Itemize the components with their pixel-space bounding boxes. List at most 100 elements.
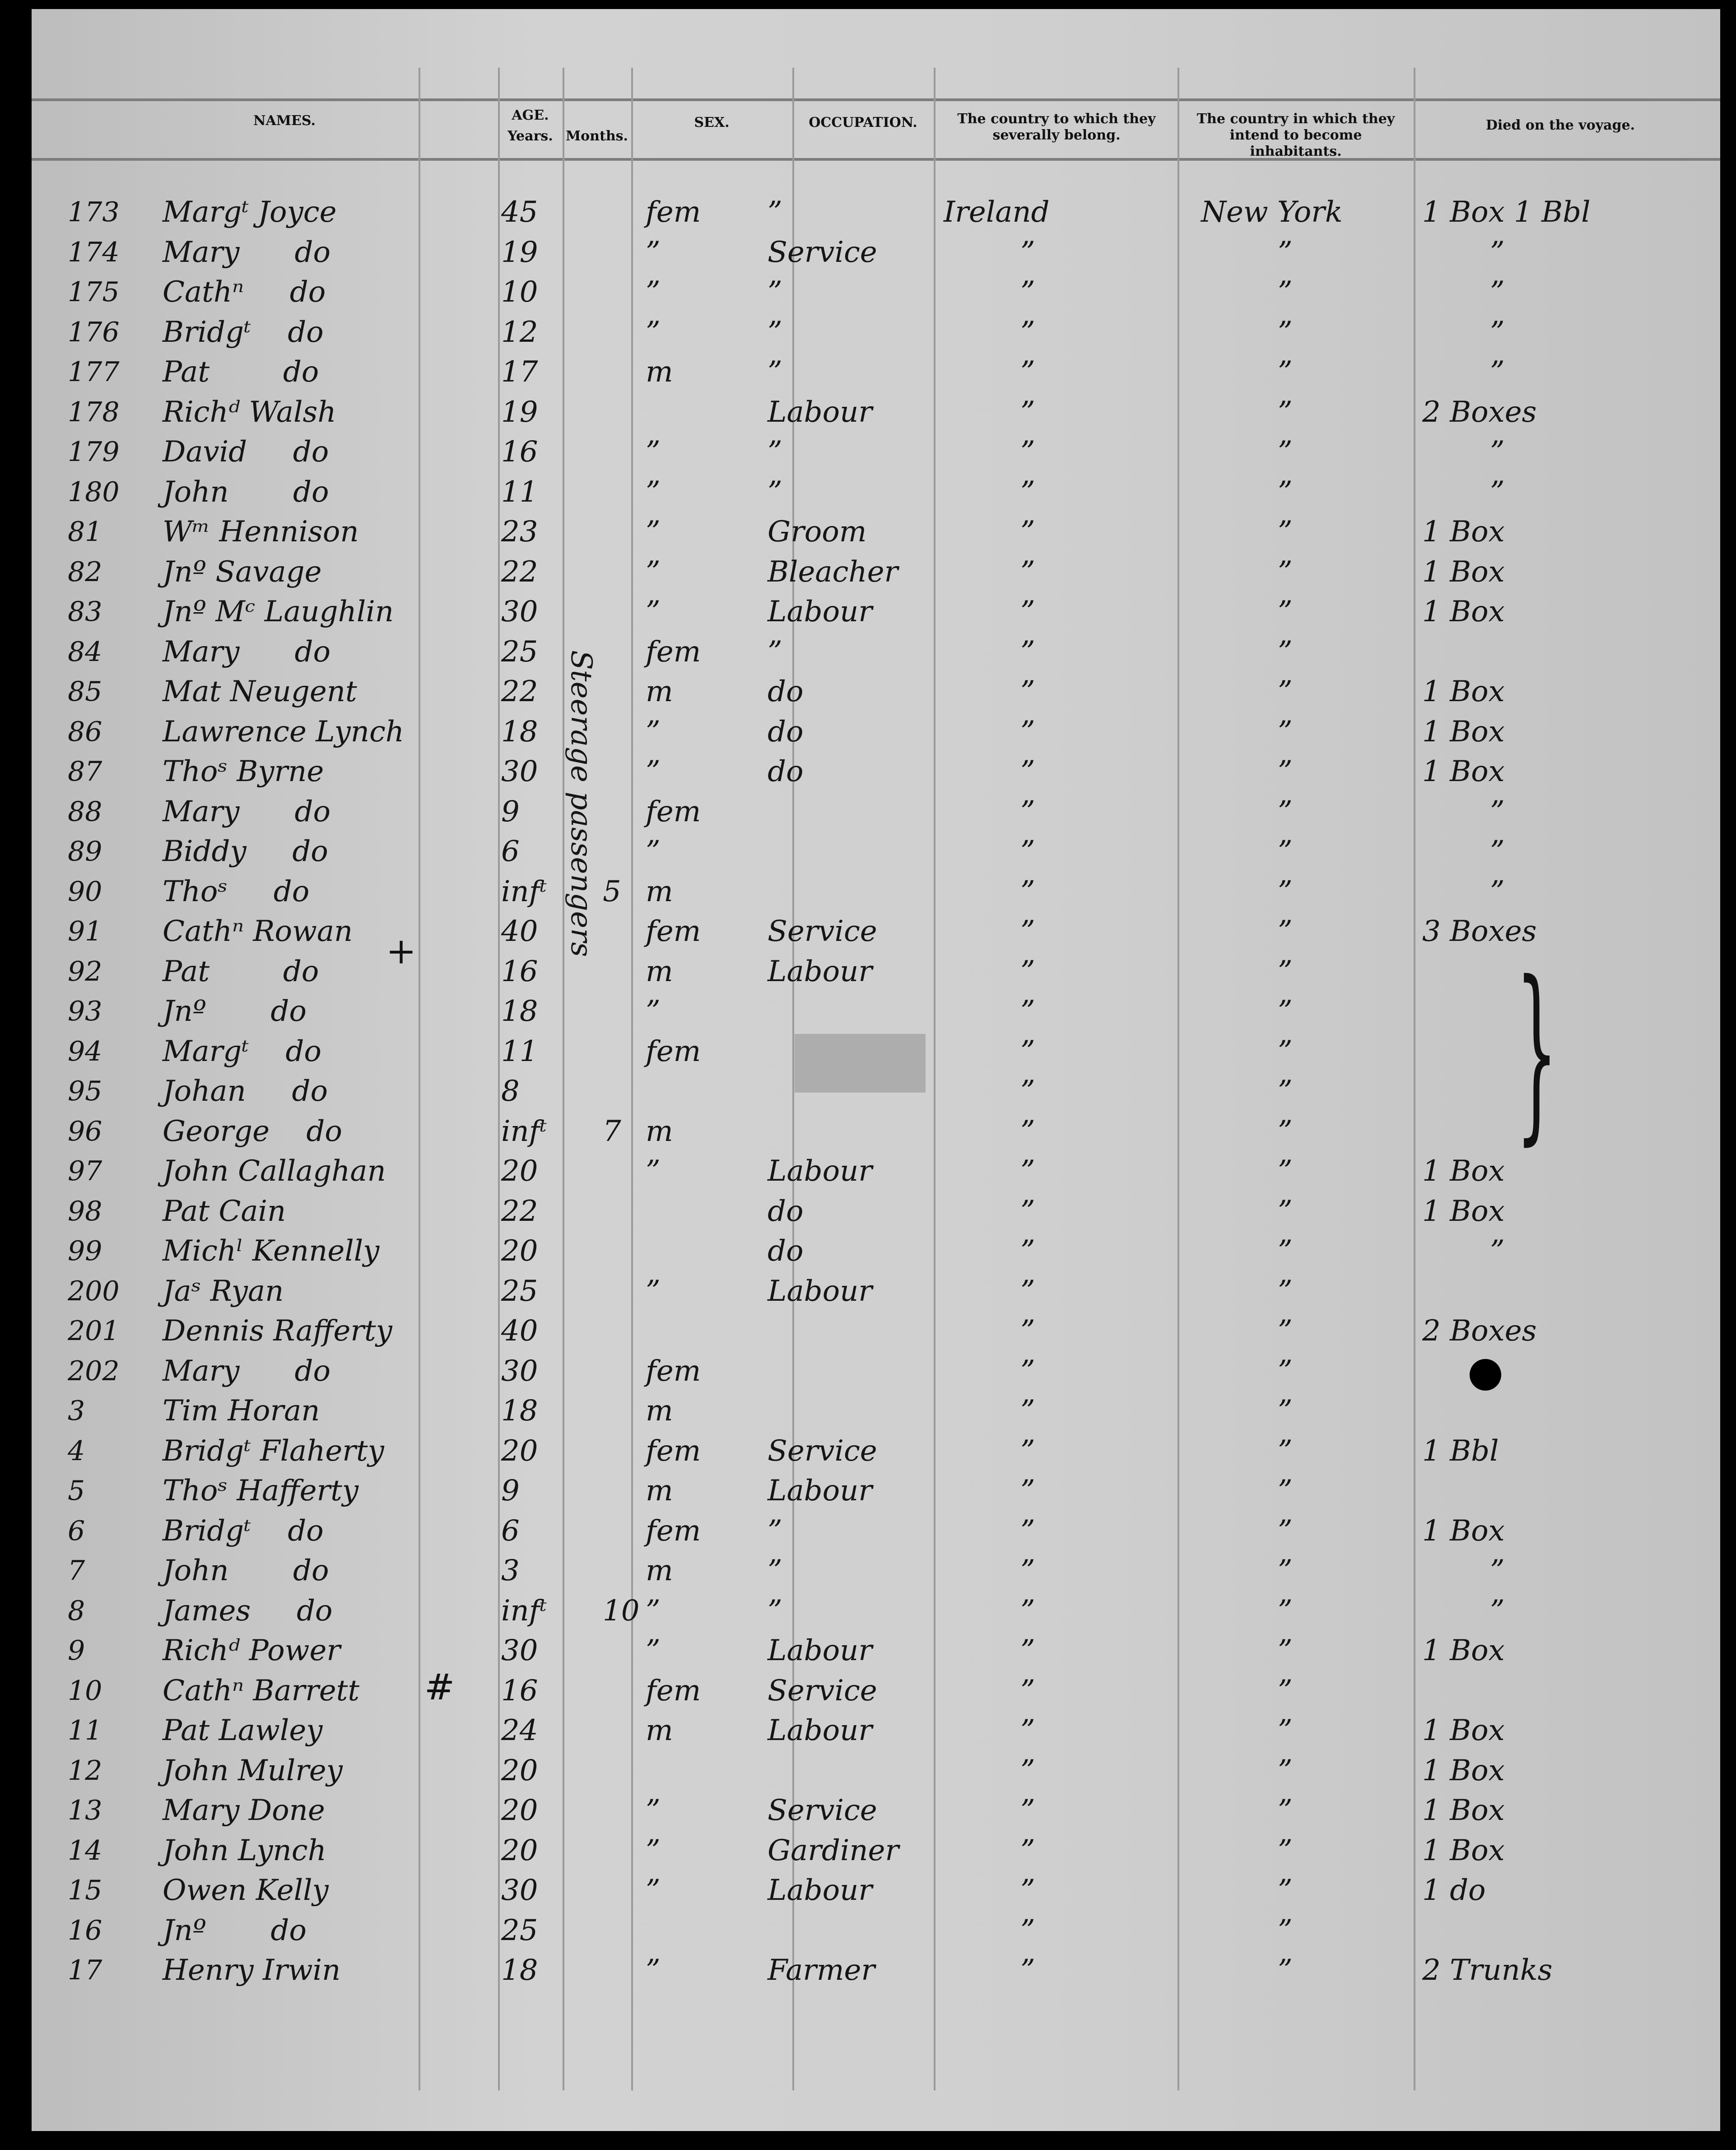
country-of-origin: ”	[1020, 1634, 1035, 1667]
passenger-name: Mary do	[163, 635, 330, 669]
age-years: infᵗ	[501, 1114, 547, 1148]
intended-destination: ”	[1278, 1194, 1293, 1228]
country-of-origin: ”	[1020, 675, 1035, 708]
passenger-name: Jnº do	[163, 1913, 307, 1947]
intended-destination: ”	[1278, 315, 1293, 349]
row-number: 96	[68, 1115, 102, 1147]
occupation: ”	[768, 355, 782, 389]
row-number: 173	[68, 196, 120, 228]
row-number: 90	[68, 875, 102, 907]
occupation: do	[768, 755, 804, 788]
passenger-name: David do	[163, 435, 329, 469]
passenger-name: Pat do	[163, 954, 319, 988]
baggage-died-note: 1 Box	[1422, 515, 1505, 549]
country-of-origin: ”	[1020, 315, 1035, 349]
country-of-origin: ”	[1020, 1194, 1035, 1228]
intended-destination: ”	[1278, 555, 1293, 589]
country-of-origin: ”	[1020, 235, 1035, 269]
row-number: 9	[68, 1635, 85, 1666]
passenger-name: Jnº Mᶜ Laughlin	[163, 595, 394, 628]
occupation: Labour	[768, 1154, 872, 1188]
intended-destination: ”	[1278, 635, 1293, 669]
row-number: 177	[68, 356, 120, 388]
passenger-name: Margᵗ do	[163, 1034, 321, 1068]
age-years: 20	[501, 1834, 538, 1867]
header-years: Years.	[507, 128, 553, 144]
occupation: Labour	[768, 395, 872, 429]
passenger-name: Tim Horan	[163, 1394, 320, 1428]
occupation: Labour	[768, 1874, 872, 1907]
row-number: 17	[68, 1955, 102, 1986]
intended-destination: ”	[1278, 1674, 1293, 1708]
sex: ”	[646, 835, 661, 868]
sex: m	[646, 1394, 673, 1428]
intended-destination: ”	[1278, 675, 1293, 708]
occupation: Labour	[768, 1474, 872, 1508]
column-divider	[498, 68, 500, 2090]
intended-destination: ”	[1278, 1754, 1293, 1787]
row-number: 97	[68, 1155, 102, 1187]
country-of-origin: ”	[1020, 1794, 1035, 1827]
row-number: 85	[68, 676, 102, 707]
passenger-name: Richᵈ Walsh	[163, 395, 336, 429]
column-divider	[563, 68, 564, 2090]
passenger-name: Michˡ Kennelly	[163, 1234, 380, 1268]
country-of-origin: ”	[1020, 875, 1035, 908]
header-died: Died on the voyage.	[1485, 117, 1635, 133]
row-number: 87	[68, 756, 102, 787]
country-of-origin: ”	[1020, 395, 1035, 429]
row-number: 94	[68, 1035, 102, 1067]
country-of-origin: ”	[1020, 1075, 1035, 1108]
row-number: 7	[68, 1555, 85, 1587]
intended-destination: ”	[1278, 515, 1293, 549]
row-number: 8	[68, 1595, 85, 1627]
occupation: Gardiner	[768, 1834, 899, 1867]
baggage-died-note: 1 Box	[1422, 1634, 1505, 1667]
passenger-name: Henry Irwin	[163, 1954, 341, 1987]
country-of-origin: Ireland	[944, 195, 1050, 229]
age-years: 22	[501, 1194, 538, 1228]
baggage-died-note: 1 Box	[1422, 595, 1505, 628]
sex: ”	[646, 995, 661, 1028]
header-top-rule	[32, 98, 1720, 101]
passenger-name: Cathⁿ do	[163, 275, 326, 309]
intended-destination: ”	[1278, 1514, 1293, 1548]
age-years: 12	[501, 315, 538, 349]
intended-destination: ”	[1278, 1794, 1293, 1827]
age-years: 18	[501, 1394, 538, 1428]
sex: m	[646, 954, 673, 988]
row-number: 10	[68, 1675, 102, 1707]
age-years: 17	[501, 355, 538, 389]
sex: fem	[646, 1034, 701, 1068]
country-of-origin: ”	[1020, 435, 1035, 469]
intended-destination: ”	[1278, 1394, 1293, 1428]
baggage-died-note: ”	[1490, 355, 1505, 389]
country-of-origin: ”	[1020, 1834, 1035, 1867]
row-number: 89	[68, 836, 102, 867]
age-years: 20	[501, 1234, 538, 1268]
passenger-name: Owen Kelly	[163, 1874, 329, 1907]
sex: ”	[646, 235, 661, 269]
sex: ”	[646, 555, 661, 589]
age-years: 20	[501, 1754, 538, 1787]
intended-destination: ”	[1278, 475, 1293, 509]
baggage-died-note: 1 Box	[1422, 1834, 1505, 1867]
occupation: ”	[768, 475, 782, 509]
header-names: NAMES.	[253, 113, 316, 129]
intended-destination: ”	[1278, 1274, 1293, 1308]
occupation: do	[768, 675, 804, 708]
row-number: 95	[68, 1075, 102, 1107]
passenger-name: Pat Cain	[163, 1194, 286, 1228]
country-of-origin: ”	[1020, 1474, 1035, 1508]
passenger-name: Cathⁿ Rowan	[163, 915, 353, 948]
age-years: 16	[501, 954, 538, 988]
intended-destination: ”	[1278, 1594, 1293, 1628]
country-of-origin: ”	[1020, 1554, 1035, 1587]
intended-destination: New York	[1201, 195, 1343, 229]
passenger-name: Mat Neugent	[163, 675, 357, 708]
occupation: ”	[768, 635, 782, 669]
passenger-name: Margᵗ Joyce	[163, 195, 337, 229]
age-years: 11	[501, 1034, 538, 1068]
sex: fem	[646, 1434, 701, 1468]
country-of-origin: ”	[1020, 835, 1035, 868]
